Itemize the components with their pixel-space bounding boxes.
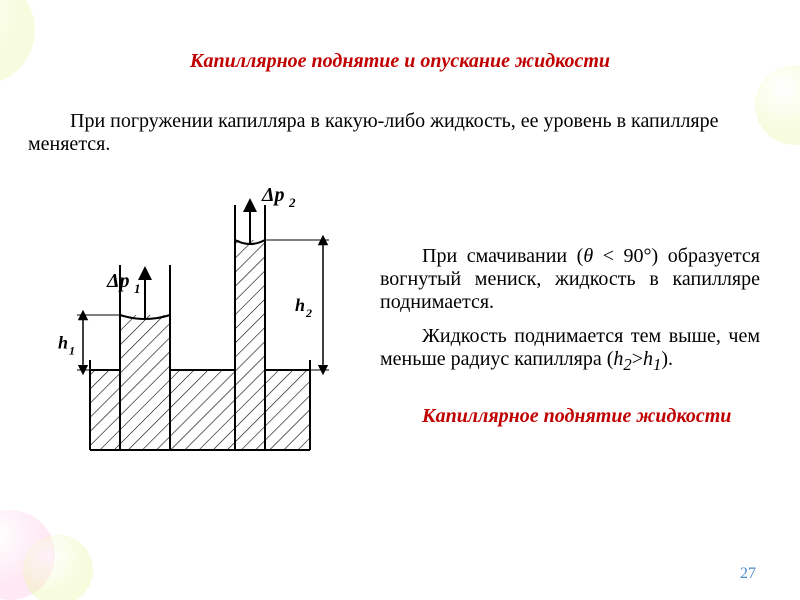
svg-text:Δp: Δp bbox=[106, 270, 130, 292]
intro-text: При погружении капилляра в какую-либо жи… bbox=[28, 110, 719, 155]
intro-paragraph: При погружении капилляра в какую-либо жи… bbox=[28, 110, 768, 156]
svg-text:2: 2 bbox=[305, 306, 312, 320]
svg-text:2: 2 bbox=[288, 195, 296, 210]
svg-text:1: 1 bbox=[134, 281, 141, 296]
capillary-diagram: Δp1Δp2h1h2 bbox=[35, 175, 365, 465]
svg-text:1: 1 bbox=[69, 344, 75, 358]
svg-text:h: h bbox=[295, 295, 305, 315]
diagram-svg: Δp1Δp2h1h2 bbox=[35, 175, 365, 465]
svg-text:h: h bbox=[58, 333, 68, 353]
caption-capillary-rise: Капиллярное поднятие жидкости bbox=[422, 405, 731, 428]
page-number: 27 bbox=[740, 565, 756, 583]
page-title: Капиллярное поднятие и опускание жидкост… bbox=[0, 50, 800, 73]
balloon-deco-3 bbox=[23, 535, 93, 600]
paragraph-wetting: При смачивании (θ < 90°) образуется вогн… bbox=[380, 245, 760, 314]
paragraph-height: Жидкость поднимается тем выше, чем меньш… bbox=[380, 325, 760, 375]
svg-text:Δp: Δp bbox=[261, 184, 285, 206]
